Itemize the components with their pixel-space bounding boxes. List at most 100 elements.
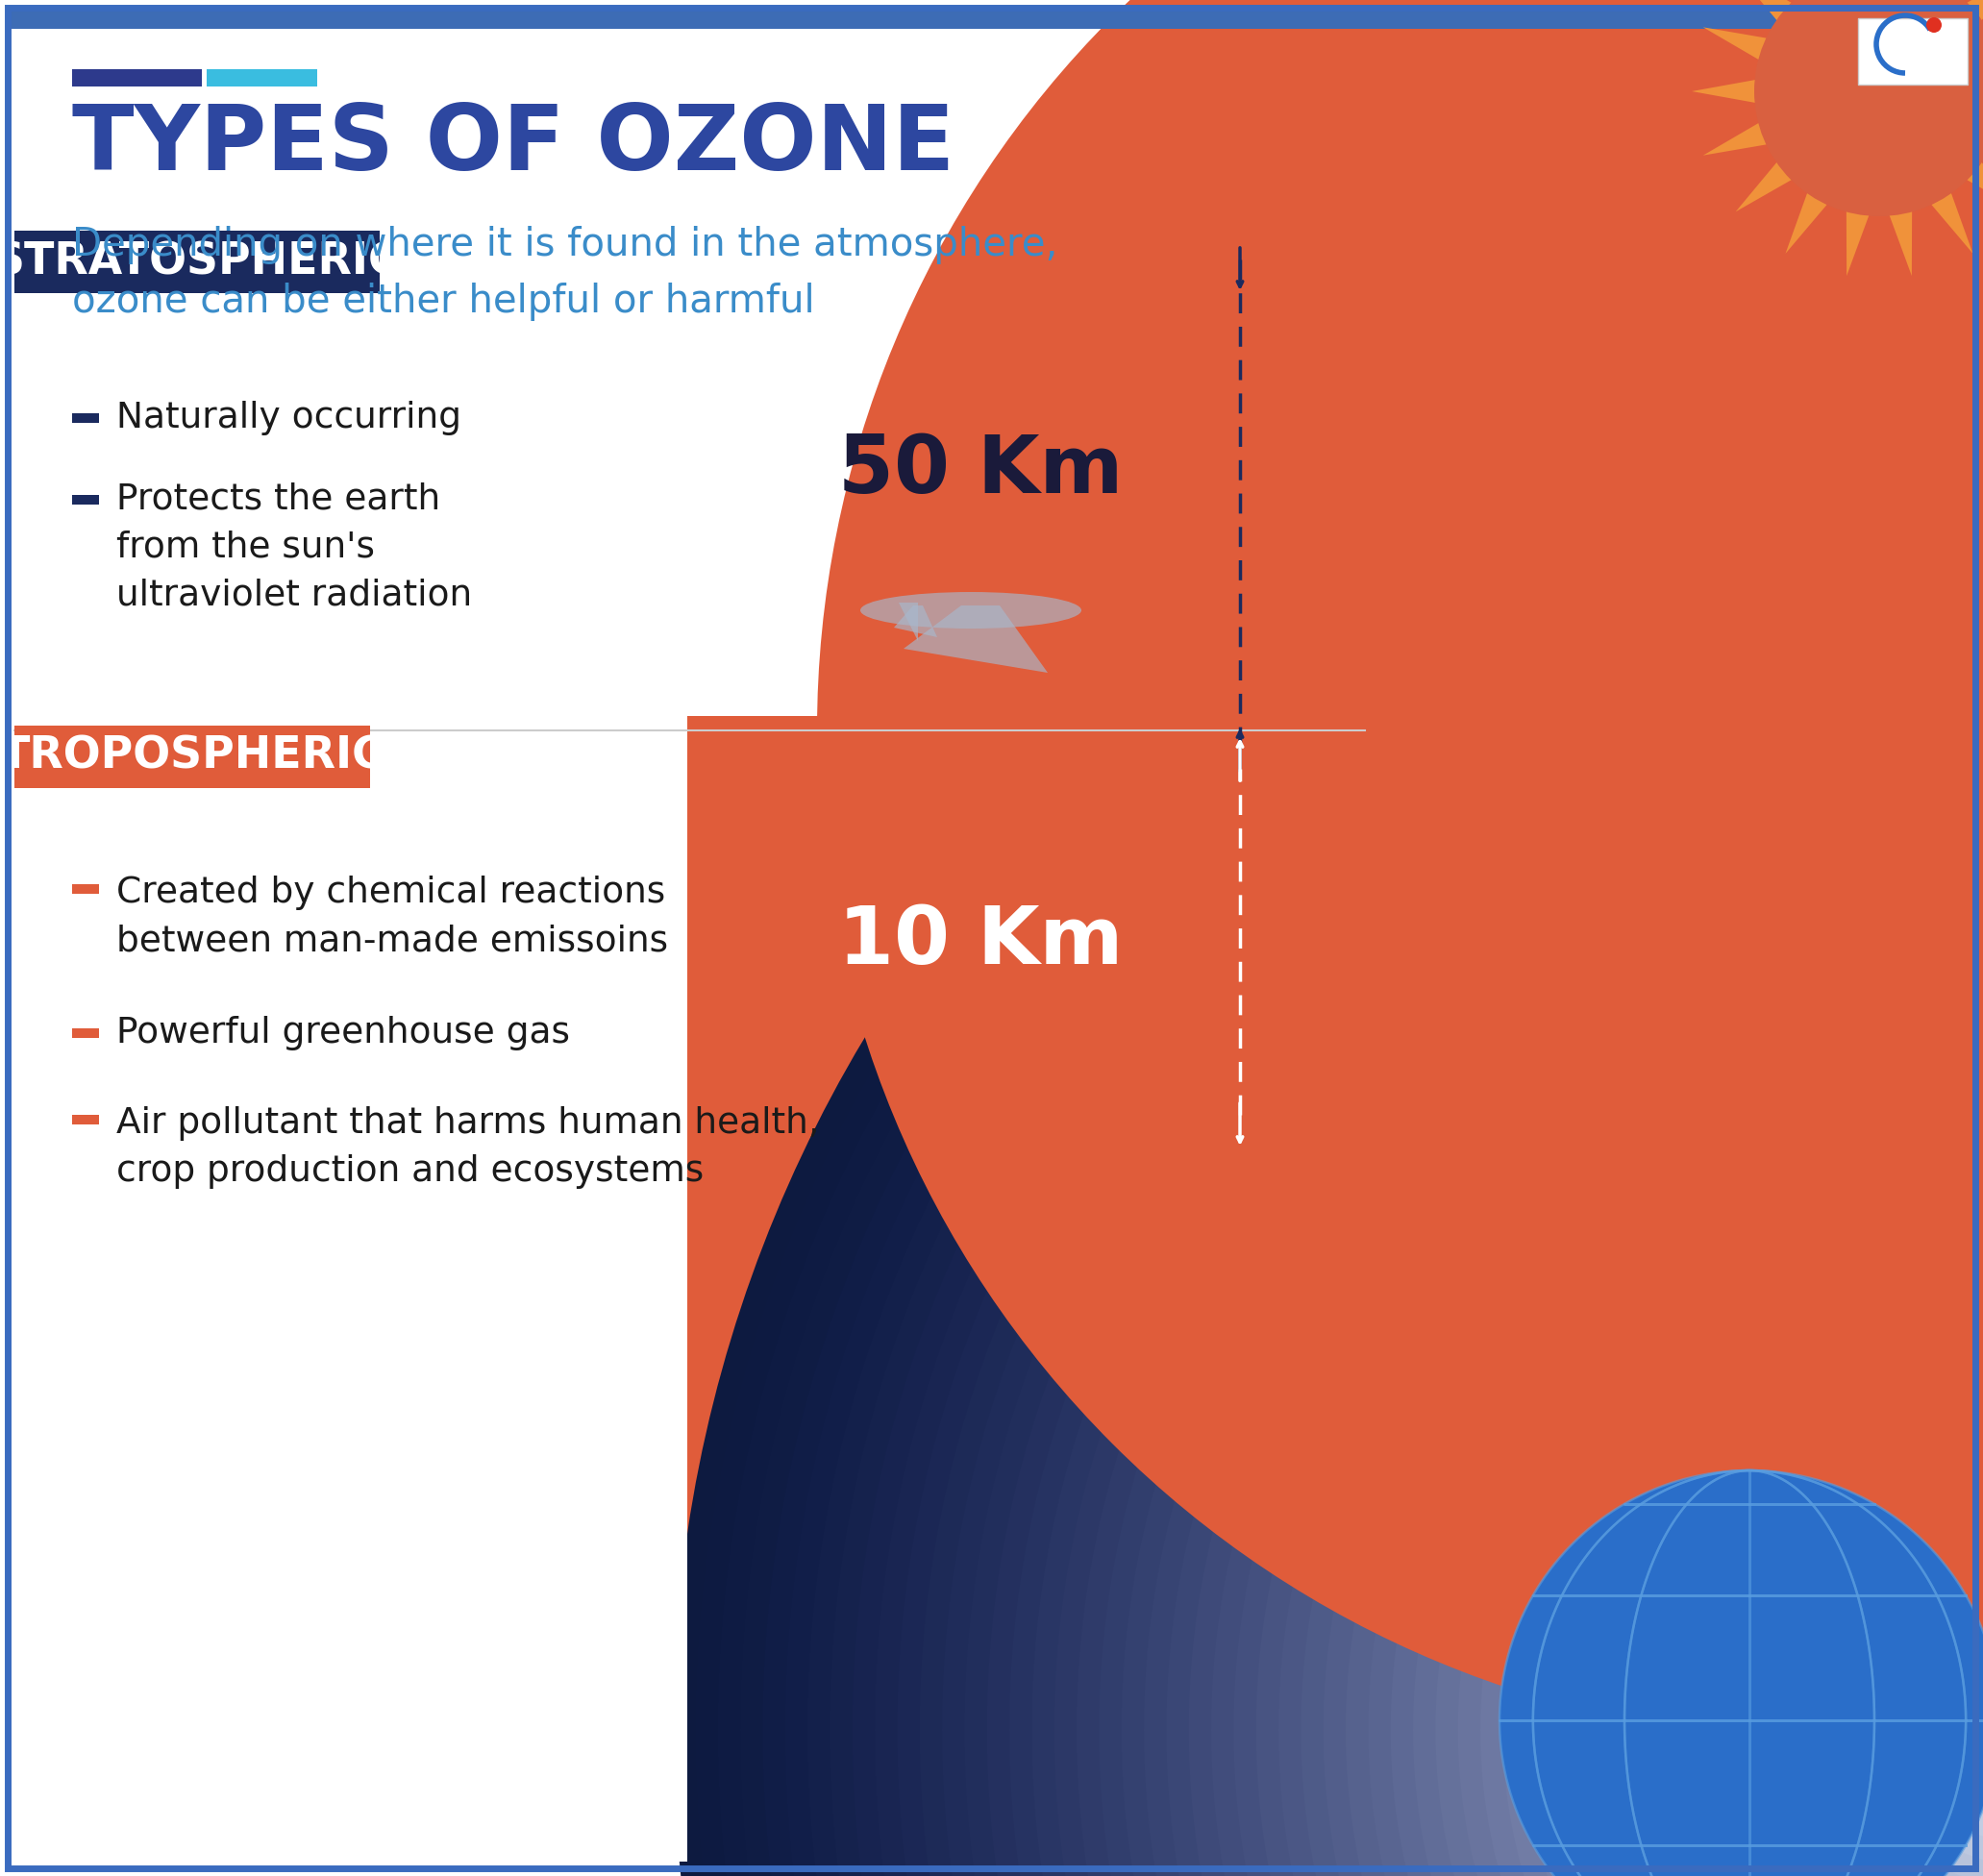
Circle shape — [1614, 1326, 1983, 1876]
Bar — [8, 8, 1975, 28]
Circle shape — [1755, 0, 1983, 216]
Circle shape — [1301, 1013, 1983, 1876]
Text: Naturally occurring: Naturally occurring — [117, 401, 462, 435]
Circle shape — [896, 608, 1983, 1876]
Circle shape — [1122, 833, 1983, 1876]
Circle shape — [763, 475, 1983, 1876]
Text: 10 Km: 10 Km — [839, 902, 1122, 981]
Polygon shape — [1955, 0, 1983, 30]
Polygon shape — [1846, 199, 1874, 276]
Bar — [71, 495, 99, 505]
Circle shape — [718, 430, 1983, 1876]
Circle shape — [1638, 1349, 1983, 1876]
Circle shape — [1346, 1058, 1983, 1876]
FancyBboxPatch shape — [1858, 19, 1967, 84]
Circle shape — [740, 452, 1983, 1876]
Circle shape — [1144, 855, 1983, 1876]
Bar — [14, 730, 688, 1861]
Circle shape — [1458, 1169, 1983, 1876]
Circle shape — [1682, 1394, 1983, 1876]
Circle shape — [1547, 1259, 1983, 1876]
Circle shape — [964, 675, 1983, 1876]
Text: 50 Km: 50 Km — [839, 431, 1122, 510]
Circle shape — [1973, 1685, 1983, 1775]
Circle shape — [1925, 17, 1941, 32]
Circle shape — [1951, 1662, 1983, 1797]
Polygon shape — [1735, 152, 1803, 212]
Circle shape — [1166, 878, 1983, 1876]
Circle shape — [1503, 1214, 1983, 1876]
Circle shape — [1906, 1617, 1983, 1842]
Ellipse shape — [861, 593, 1081, 628]
Circle shape — [1705, 1416, 1983, 1876]
Circle shape — [1212, 923, 1983, 1876]
Bar — [14, 726, 371, 788]
Circle shape — [1188, 900, 1983, 1876]
Circle shape — [829, 542, 1983, 1876]
Circle shape — [1929, 1640, 1983, 1820]
Text: TYPES OF OZONE: TYPES OF OZONE — [71, 101, 954, 189]
Polygon shape — [1785, 182, 1834, 253]
Bar — [71, 1028, 99, 1037]
Text: TROPOSPHERIC: TROPOSPHERIC — [0, 735, 385, 779]
Polygon shape — [1703, 116, 1779, 156]
Circle shape — [942, 653, 1983, 1876]
Circle shape — [807, 520, 1983, 1876]
Text: Protects the earth
from the sun's
ultraviolet radiation: Protects the earth from the sun's ultrav… — [117, 482, 472, 613]
Bar — [14, 231, 379, 293]
Circle shape — [1099, 810, 1983, 1876]
Bar — [71, 413, 99, 422]
Circle shape — [817, 0, 1983, 1739]
Polygon shape — [1955, 152, 1983, 212]
Bar — [206, 69, 317, 86]
Circle shape — [1436, 1146, 1983, 1876]
Circle shape — [875, 585, 1983, 1876]
Circle shape — [1368, 1079, 1983, 1876]
Polygon shape — [1924, 182, 1973, 253]
Circle shape — [1499, 1471, 1983, 1876]
Text: Created by chemical reactions
between man-made emissoins: Created by chemical reactions between ma… — [117, 876, 668, 959]
Circle shape — [1592, 1304, 1983, 1876]
Polygon shape — [1703, 28, 1779, 66]
Polygon shape — [904, 606, 1047, 673]
Circle shape — [1884, 1595, 1983, 1865]
Circle shape — [1390, 1101, 1983, 1876]
Circle shape — [1077, 788, 1983, 1876]
Bar — [71, 69, 202, 86]
Text: Depending on where it is found in the atmosphere,
ozone can be either helpful or: Depending on where it is found in the at… — [71, 225, 1057, 321]
Circle shape — [1727, 1439, 1983, 1876]
Circle shape — [1414, 1124, 1983, 1876]
Circle shape — [920, 630, 1983, 1876]
Circle shape — [988, 698, 1983, 1876]
Circle shape — [1749, 1461, 1983, 1876]
Bar — [71, 884, 99, 893]
Text: Air pollutant that harms human health,
crop production and ecosystems: Air pollutant that harms human health, c… — [117, 1107, 819, 1189]
Bar — [672, 717, 1969, 1861]
Polygon shape — [1691, 77, 1767, 105]
Circle shape — [1323, 1036, 1983, 1876]
Circle shape — [1571, 1281, 1983, 1876]
Circle shape — [1055, 765, 1983, 1876]
Circle shape — [1816, 1529, 1983, 1876]
Circle shape — [1660, 1371, 1983, 1876]
Circle shape — [696, 407, 1983, 1876]
Circle shape — [853, 565, 1983, 1876]
Circle shape — [1279, 991, 1983, 1876]
Circle shape — [1773, 1484, 1983, 1876]
Circle shape — [1795, 1506, 1983, 1876]
Circle shape — [1233, 946, 1983, 1876]
Bar — [14, 15, 688, 730]
Text: Powerful greenhouse gas: Powerful greenhouse gas — [117, 1015, 569, 1051]
Bar — [71, 1114, 99, 1124]
Polygon shape — [1979, 28, 1983, 66]
Polygon shape — [1979, 116, 1983, 156]
Polygon shape — [1735, 0, 1803, 30]
Circle shape — [785, 497, 1983, 1876]
Circle shape — [1009, 720, 1983, 1876]
Circle shape — [1255, 968, 1983, 1876]
Polygon shape — [898, 602, 918, 642]
Polygon shape — [1886, 199, 1912, 276]
Circle shape — [1031, 743, 1983, 1876]
Circle shape — [1838, 1551, 1983, 1876]
Circle shape — [1479, 1191, 1983, 1876]
